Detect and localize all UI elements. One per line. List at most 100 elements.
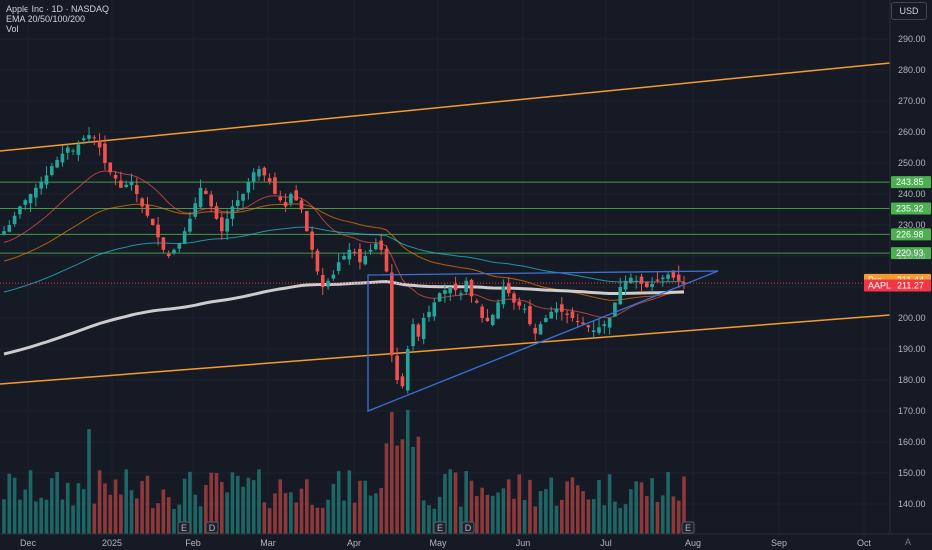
volume-bar — [108, 494, 113, 534]
event-marker — [177, 521, 191, 534]
volume-bar — [421, 500, 426, 534]
volume-bar — [34, 501, 38, 534]
horizontal-levels: 243.85 235.32 226.98 220.93 — [0, 176, 931, 260]
candle-body — [60, 153, 65, 163]
candle-body — [71, 150, 75, 152]
candle-body — [581, 322, 585, 325]
volume-bar — [501, 488, 506, 534]
volume-bar — [177, 504, 182, 534]
volume-bar — [55, 471, 59, 534]
volume-bar — [225, 492, 229, 534]
candle-body — [602, 324, 607, 327]
y-tick-label: 160.00 — [898, 437, 926, 447]
candle-body — [50, 166, 54, 175]
candle-body — [225, 218, 229, 232]
volume-bar — [597, 480, 601, 534]
volume-bar — [650, 478, 654, 534]
volume-bar — [209, 472, 213, 534]
candle-body — [87, 135, 91, 139]
ema-200-line — [3, 280, 685, 356]
volume-bar — [645, 495, 649, 534]
candle-body — [140, 198, 144, 207]
candle-body — [666, 274, 670, 279]
volume-bar — [469, 480, 474, 534]
candle-body — [7, 225, 12, 232]
channel-lower-line — [0, 314, 891, 385]
x-tick-label: Feb — [185, 538, 201, 548]
candle-body — [241, 194, 245, 201]
volume-bar — [480, 487, 484, 534]
candle-body — [65, 147, 70, 153]
candle-body — [411, 324, 415, 347]
candle-body — [18, 206, 22, 215]
candle-body — [565, 313, 569, 315]
candle-body — [347, 249, 352, 260]
x-tick-label: 2025 — [102, 538, 122, 548]
event-marker — [433, 521, 447, 534]
candle-body — [34, 187, 38, 198]
candle-body — [522, 308, 527, 310]
volume-bar — [682, 476, 686, 534]
y-tick-label: 260.00 — [898, 127, 926, 137]
volume-bar — [459, 506, 463, 534]
volume-bar — [18, 499, 22, 534]
candle-body — [193, 203, 198, 217]
volume-bar — [358, 480, 362, 534]
candle-body — [634, 280, 638, 283]
price-tag-label: AAPL — [868, 280, 891, 290]
candle-body — [464, 280, 468, 292]
volume-bar — [28, 470, 33, 534]
price-axis: 140.00 150.00 160.00 170.00 180.00 190.00 200.… — [889, 0, 926, 534]
price-tags: Pre211.44AAPL211.27 — [0, 273, 931, 292]
x-tick-label: Sep — [771, 538, 787, 548]
volume-bar — [613, 501, 617, 534]
auto-scale-button[interactable]: A — [905, 537, 912, 547]
y-tick-label: 200.00 — [898, 313, 926, 323]
volume-bar — [544, 489, 548, 534]
candle-body — [156, 224, 160, 238]
volume-bar — [464, 471, 468, 534]
candle-body — [645, 281, 649, 287]
volume-bar — [39, 497, 43, 534]
x-tick-label: Apr — [347, 538, 361, 548]
candle-body — [129, 181, 134, 186]
candle-body — [469, 279, 474, 297]
candle-body — [352, 251, 357, 253]
candle-body — [204, 190, 208, 194]
candle-body — [528, 306, 532, 325]
candle-body — [374, 243, 378, 250]
candle-body — [283, 202, 288, 207]
candle-body — [400, 376, 405, 387]
volume-bar — [336, 471, 341, 534]
x-tick-label: Oct — [857, 538, 872, 548]
candle-body — [145, 204, 150, 216]
volume-bar — [44, 499, 49, 534]
candle-body — [368, 249, 373, 252]
candle-body — [549, 311, 553, 319]
candle-body — [135, 185, 139, 194]
candle-body — [432, 302, 437, 317]
volume-bar — [352, 502, 357, 534]
candle-body — [490, 314, 495, 325]
volume-bar — [560, 499, 564, 534]
event-marker-label: E — [685, 523, 691, 533]
candle-body — [384, 248, 389, 272]
candle-body — [453, 283, 458, 291]
candle-body — [554, 308, 559, 313]
y-tick-label: 230.00 — [898, 220, 926, 230]
volume-bar — [65, 482, 70, 534]
volume-bar — [87, 429, 91, 534]
chart-title: Apple Inc · 1D · NASDAQ — [6, 4, 110, 14]
candle-body — [331, 274, 336, 279]
volume-bar — [400, 439, 405, 534]
volume-bar — [140, 481, 144, 534]
event-marker-label: D — [465, 523, 472, 533]
level-tag-label: 220.93 — [896, 248, 924, 258]
currency-button[interactable]: USD — [891, 2, 927, 20]
event-marker-label: D — [209, 523, 216, 533]
candle-body — [113, 174, 118, 179]
volume-bar — [517, 474, 522, 534]
y-tick-label: 140.00 — [898, 499, 926, 509]
x-tick-label: Aug — [685, 538, 701, 548]
